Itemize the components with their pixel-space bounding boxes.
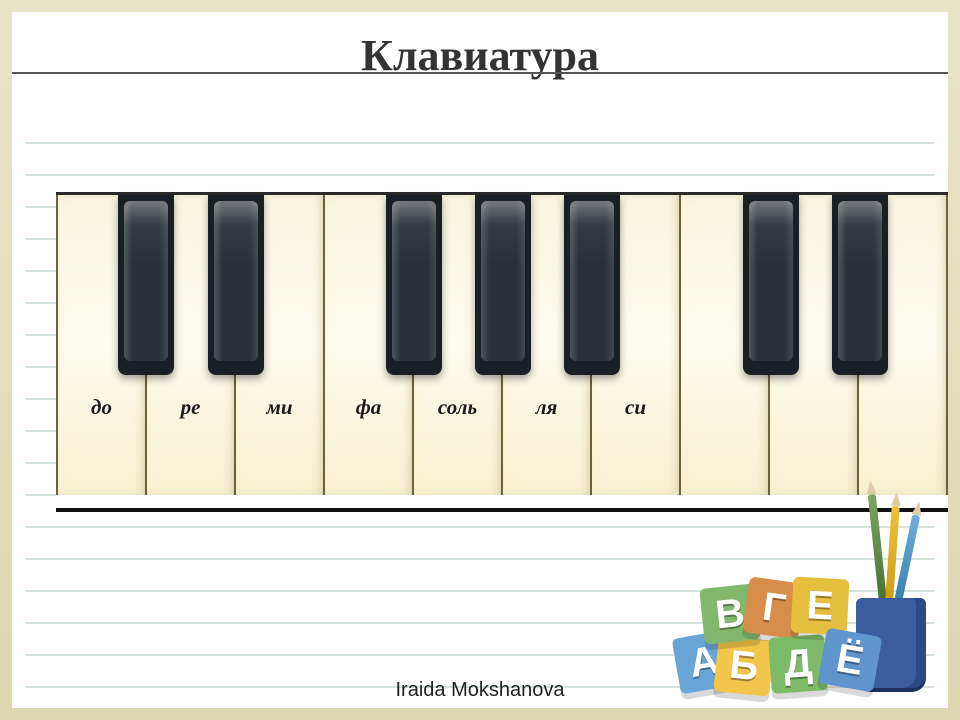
title-underline — [12, 72, 948, 74]
black-key — [386, 195, 442, 375]
decoration-letters: АБВГДЕЁ — [676, 504, 926, 694]
black-key — [564, 195, 620, 375]
white-key-label: ля — [503, 395, 590, 420]
black-key — [475, 195, 531, 375]
author-name: Iraida Mokshanova — [12, 679, 948, 702]
black-keys-row — [56, 195, 948, 385]
black-key — [832, 195, 888, 375]
black-key — [118, 195, 174, 375]
white-key-label: ре — [147, 395, 234, 420]
letter-block-icon: Е — [791, 577, 850, 636]
piano-keyboard: доремифасольляси — [56, 192, 948, 512]
white-key-label: до — [58, 395, 145, 420]
white-key-label: си — [592, 395, 679, 420]
white-key-label: ми — [236, 395, 323, 420]
slide-page: Клавиатура доремифасольляси АБВГДЕЁ Irai… — [12, 12, 948, 708]
black-key — [208, 195, 264, 375]
white-key-label: фа — [325, 395, 412, 420]
white-key-label: соль — [414, 395, 501, 420]
black-key — [743, 195, 799, 375]
keyboard-inner: доремифасольляси — [56, 195, 948, 495]
